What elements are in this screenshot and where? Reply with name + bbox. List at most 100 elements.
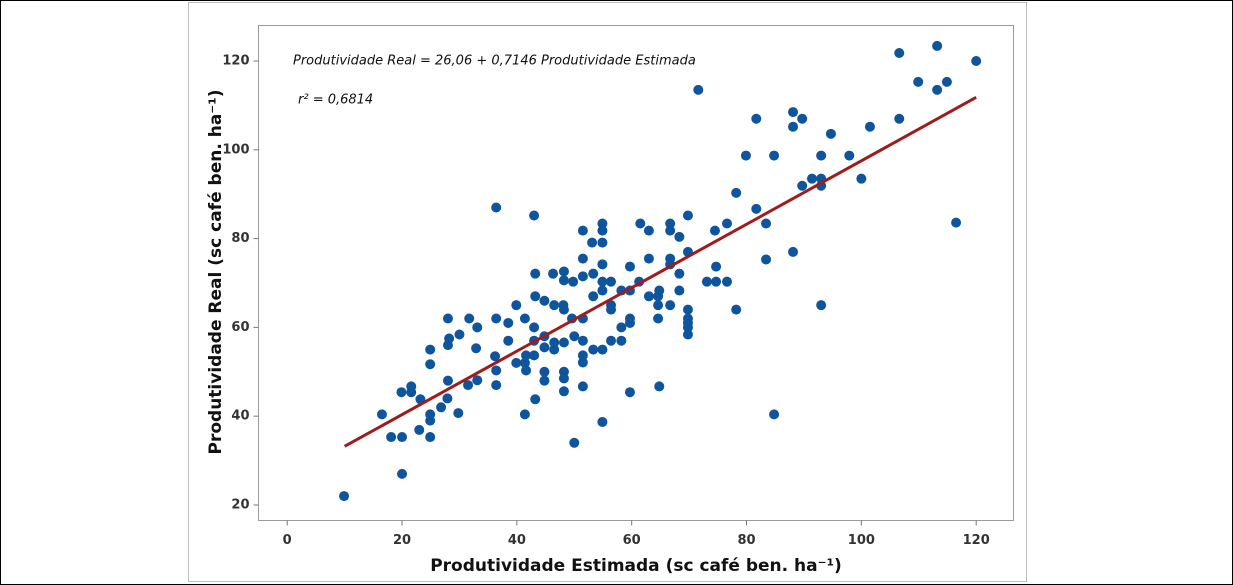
point (643, 291, 654, 302)
point (731, 304, 742, 315)
point (616, 335, 627, 346)
point (503, 335, 514, 346)
point (569, 331, 580, 342)
point (339, 491, 350, 502)
point (577, 335, 588, 346)
point (597, 344, 608, 355)
point (577, 225, 588, 236)
point (856, 173, 867, 184)
point (444, 333, 455, 344)
x-tick-label: 20 (393, 533, 411, 548)
point (825, 128, 836, 139)
point (731, 187, 742, 198)
point (577, 271, 588, 282)
point (606, 304, 617, 315)
point (519, 409, 530, 420)
point (464, 313, 475, 324)
point (722, 218, 733, 229)
point (539, 342, 550, 353)
point (894, 113, 905, 124)
point (797, 113, 808, 124)
point (491, 202, 502, 213)
point (530, 394, 541, 405)
point (769, 150, 780, 161)
y-tick-label: 120 (222, 54, 249, 69)
point (654, 381, 665, 392)
point (539, 295, 550, 306)
point (442, 375, 453, 386)
point (951, 217, 962, 228)
point (682, 329, 693, 340)
point (597, 237, 608, 248)
point (606, 276, 617, 287)
point (624, 261, 635, 272)
y-axis-title: Produtividade Real (sc café ben. ha⁻¹) (206, 90, 226, 455)
point (549, 344, 560, 355)
point (587, 237, 598, 248)
point (376, 409, 387, 420)
point (711, 261, 722, 272)
point (519, 357, 530, 368)
point (682, 322, 693, 333)
point (472, 322, 483, 333)
point (654, 285, 665, 296)
point (577, 350, 588, 361)
point (816, 300, 827, 311)
point (597, 416, 608, 427)
point (491, 380, 502, 391)
point (548, 268, 559, 279)
point (529, 350, 540, 361)
point (971, 56, 982, 67)
point (539, 375, 550, 386)
point (463, 380, 474, 391)
point (569, 437, 580, 448)
point (549, 337, 560, 348)
point (932, 40, 943, 51)
point (751, 203, 762, 214)
point (406, 387, 417, 398)
point (472, 375, 483, 386)
point (816, 150, 827, 161)
point (558, 373, 569, 384)
point (442, 313, 453, 324)
point (491, 313, 502, 324)
point (616, 322, 627, 333)
point (674, 231, 685, 242)
point (558, 304, 569, 315)
point (711, 276, 722, 287)
point (635, 218, 646, 229)
point (530, 268, 541, 279)
y-tick-label: 100 (222, 142, 249, 157)
point (577, 253, 588, 264)
point (701, 276, 712, 287)
point (588, 344, 599, 355)
point (414, 424, 425, 435)
point (491, 365, 502, 376)
fit-line (343, 96, 977, 448)
point (864, 121, 875, 132)
point (643, 253, 654, 264)
plot-area (258, 25, 1014, 521)
point (797, 180, 808, 191)
point (674, 268, 685, 279)
point (597, 225, 608, 236)
x-tick-label: 100 (848, 533, 875, 548)
point (521, 350, 532, 361)
point (397, 432, 408, 443)
point (682, 304, 693, 315)
point (588, 268, 599, 279)
y-tick-label: 40 (231, 409, 249, 424)
point (932, 84, 943, 95)
point (558, 275, 569, 286)
point (588, 291, 599, 302)
equation: Produtividade Real = 26,06 + 0,7146 Prod… (293, 54, 696, 69)
point (558, 386, 569, 397)
x-tick-label: 40 (508, 533, 526, 548)
point (941, 76, 952, 87)
point (653, 313, 664, 324)
y-tick-label: 80 (231, 231, 249, 246)
x-axis-title: Produtividade Estimada (sc café ben. ha⁻… (430, 556, 842, 576)
point (606, 335, 617, 346)
point (597, 218, 608, 229)
point (674, 285, 685, 296)
